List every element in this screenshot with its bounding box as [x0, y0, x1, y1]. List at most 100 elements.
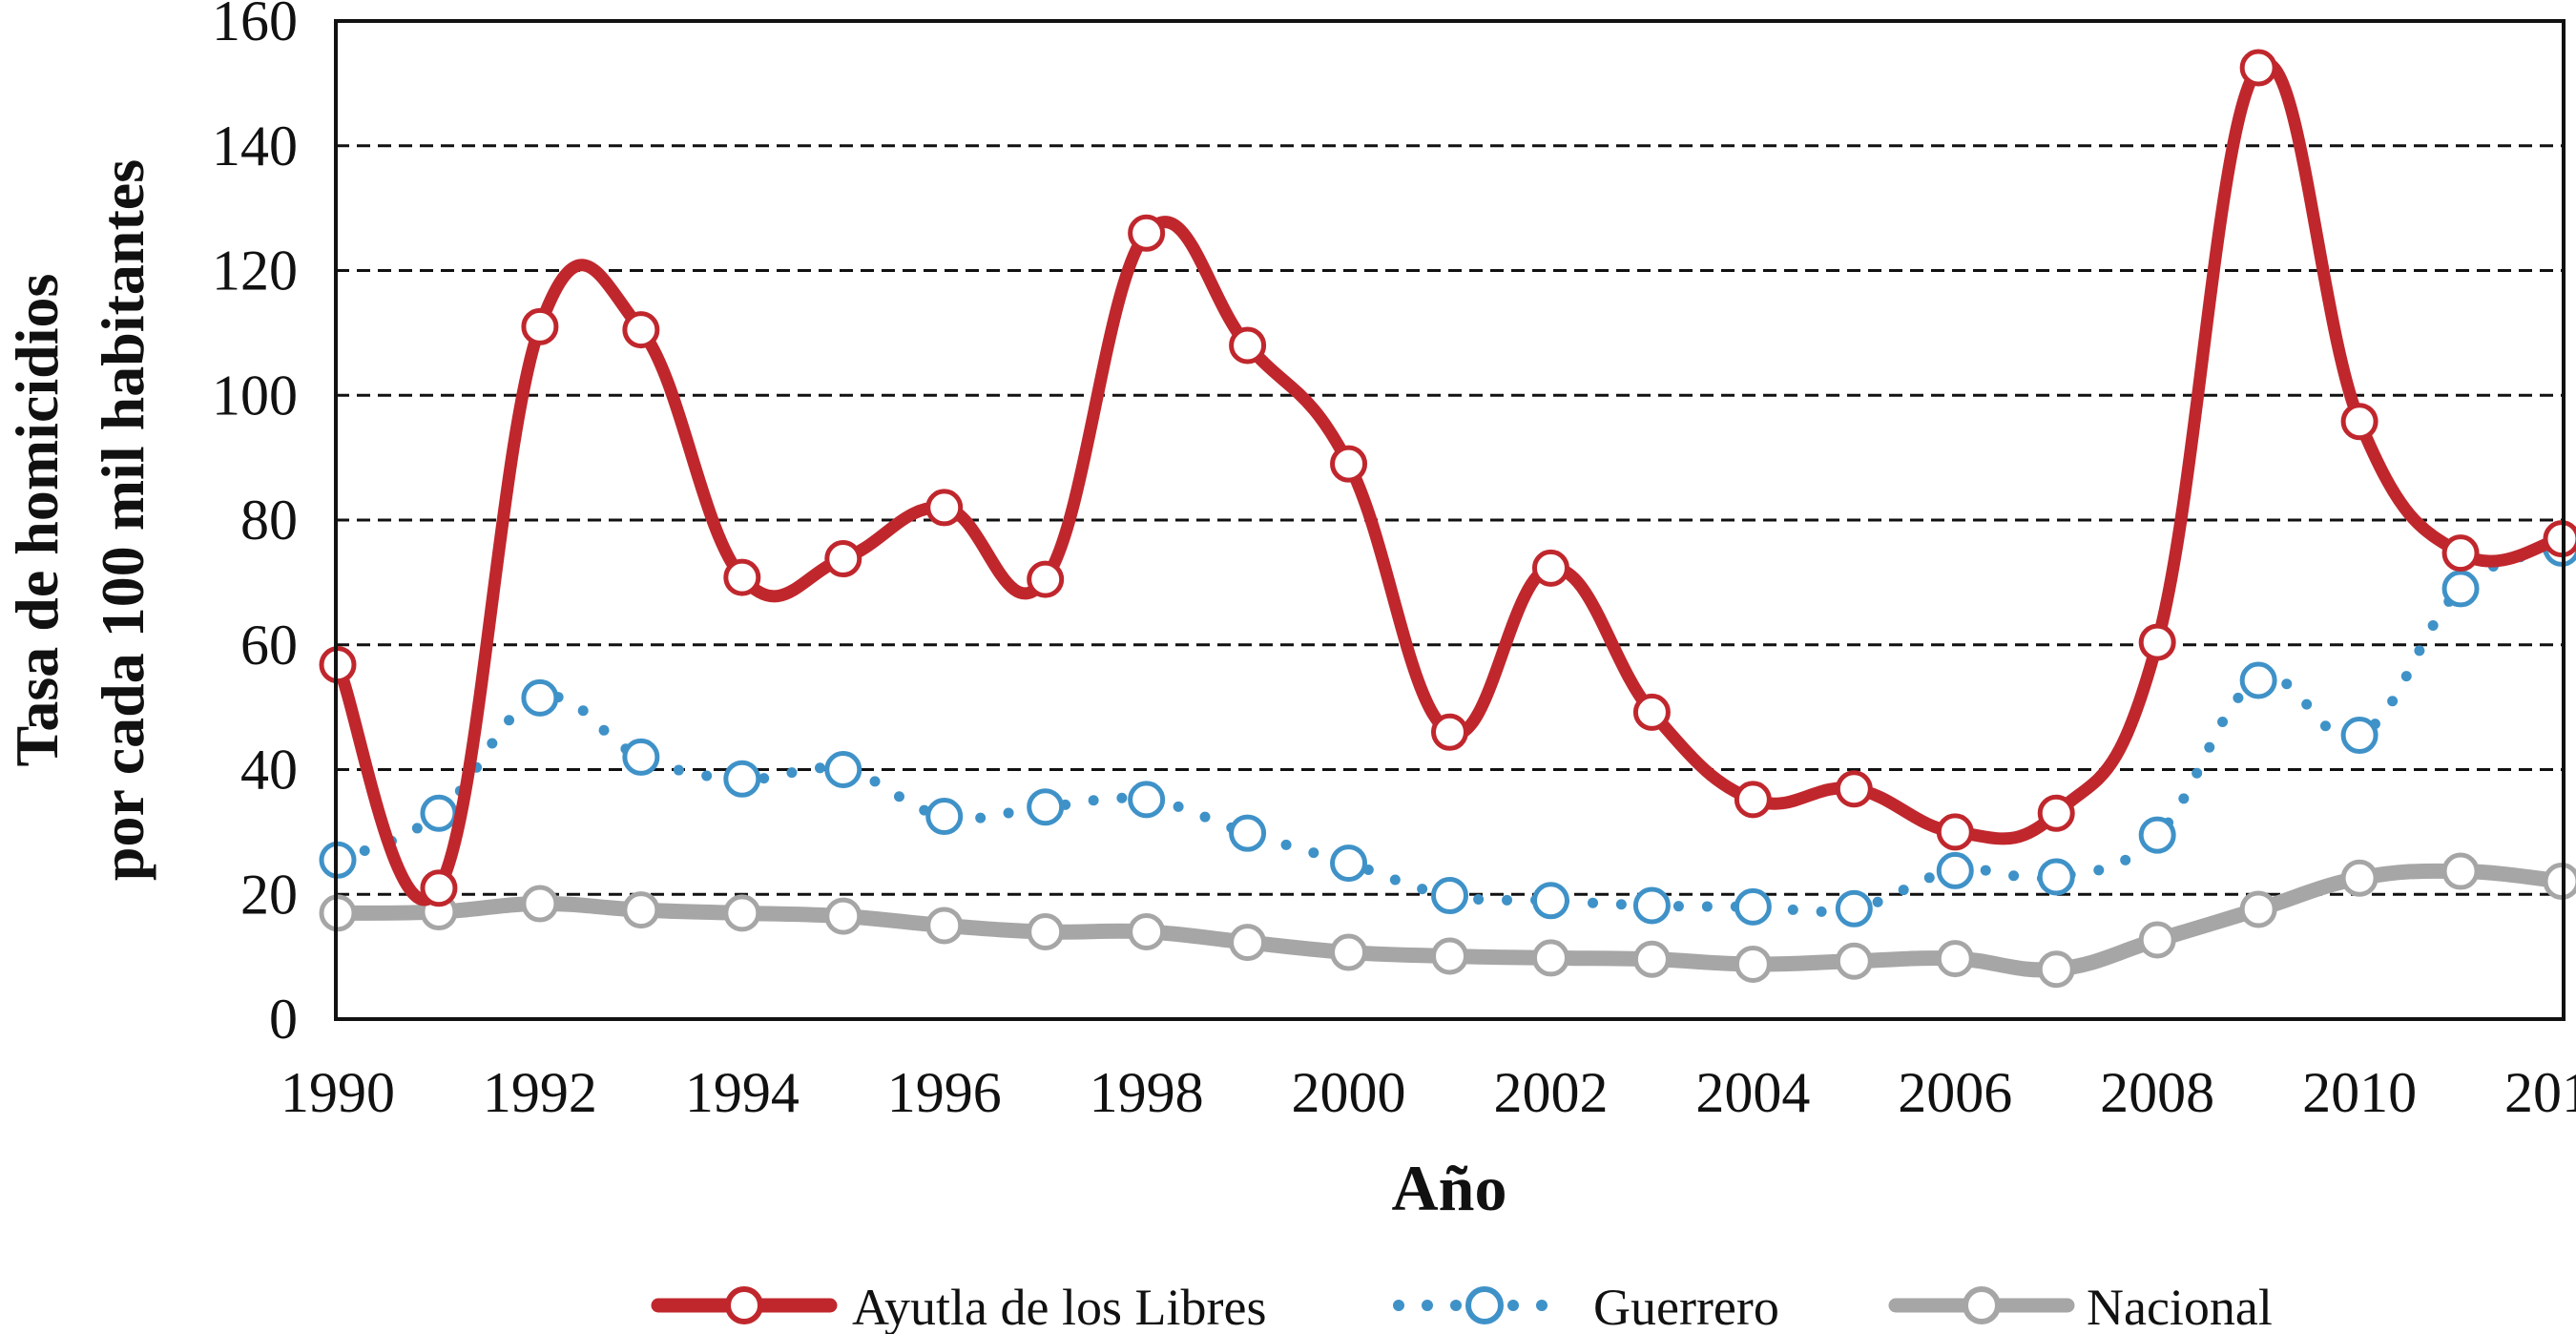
y-tick-label: 80: [240, 489, 298, 552]
data-point-ayutla-1995: [824, 540, 862, 578]
data-point-nacional-2001: [1431, 937, 1468, 975]
data-point-nacional-1999: [1229, 924, 1267, 962]
data-point-nacional-2002: [1531, 939, 1569, 977]
legend-item-guerrero: Guerrero: [1393, 1279, 1779, 1334]
y-tick-label: 40: [240, 739, 298, 802]
data-point-nacional-2003: [1632, 940, 1671, 978]
data-point-ayutla-2008: [2138, 623, 2176, 661]
data-point-ayutla-1997: [1027, 560, 1065, 598]
legend-swatch-nacional-marker: [1963, 1286, 2001, 1324]
data-point-ayutla-2007: [2037, 794, 2075, 832]
data-point-guerrero-2005: [1835, 889, 1873, 928]
data-point-nacional-1995: [824, 897, 862, 935]
data-point-ayutla-1993: [622, 311, 660, 349]
data-point-nacional-2009: [2239, 890, 2277, 928]
x-tick-label: 2006: [1898, 1061, 2012, 1124]
data-point-guerrero-2007: [2037, 858, 2075, 896]
data-point-guerrero-1997: [1027, 788, 1065, 826]
data-point-nacional-1996: [925, 907, 964, 945]
series-layer: [319, 49, 2576, 989]
data-point-ayutla-2000: [1330, 445, 1368, 483]
data-point-guerrero-1998: [1128, 781, 1166, 819]
data-point-ayutla-1996: [925, 489, 964, 527]
data-point-ayutla-2005: [1835, 770, 1873, 808]
data-point-guerrero-1995: [824, 751, 862, 788]
data-point-guerrero-2009: [2239, 661, 2277, 699]
x-axis-title: Año: [1392, 1152, 1507, 1224]
data-point-guerrero-2000: [1330, 844, 1368, 883]
legend-item-nacional: Nacional: [1888, 1279, 2273, 1334]
data-point-nacional-2012: [2543, 863, 2576, 901]
data-point-ayutla-2011: [2441, 534, 2480, 573]
legend-label-ayutla: Ayutla de los Libres: [852, 1279, 1266, 1334]
x-tick-label: 2008: [2100, 1061, 2214, 1124]
x-tick-label: 1990: [280, 1061, 395, 1124]
gridlines: [336, 144, 2564, 896]
x-tick-label: 2010: [2302, 1061, 2417, 1124]
data-point-ayutla-2010: [2340, 403, 2379, 441]
data-point-nacional-2007: [2037, 950, 2075, 989]
x-tick-label: 2004: [1695, 1061, 1810, 1124]
data-point-ayutla-2009: [2239, 49, 2277, 87]
y-axis-title-line-2: por cada 100 mil habitantes: [89, 159, 156, 881]
series-nacional: [319, 852, 2576, 989]
data-point-nacional-1992: [521, 885, 559, 923]
data-point-nacional-2008: [2138, 921, 2176, 959]
x-tick-label: 1992: [483, 1061, 597, 1124]
data-point-ayutla-1992: [521, 307, 559, 345]
legend: Ayutla de los Libres Guerrero Nacional: [651, 1279, 2273, 1334]
data-point-nacional-2006: [1936, 940, 1974, 978]
data-point-guerrero-2006: [1936, 851, 1974, 889]
data-point-guerrero-2011: [2441, 570, 2480, 608]
legend-item-ayutla: Ayutla de los Libres: [651, 1279, 1266, 1334]
y-axis-ticks: 0 20 40 60 80 100 120 140 160: [212, 0, 298, 1051]
data-point-guerrero-1993: [622, 738, 660, 776]
data-point-nacional-1998: [1128, 912, 1166, 950]
data-point-nacional-2011: [2441, 852, 2480, 890]
data-point-guerrero-1992: [521, 678, 559, 717]
series-ayutla: [319, 49, 2576, 907]
x-axis-ticks: 1990 1992 1994 1996 1998 2000 2002 2004 2006 2008…: [280, 1061, 2576, 1124]
data-point-nacional-1994: [723, 894, 761, 932]
y-axis-title-line-1: Tasa de homicidios: [3, 274, 71, 767]
data-point-guerrero-2002: [1531, 882, 1569, 920]
data-point-nacional-2000: [1330, 933, 1368, 971]
data-point-ayutla-1998: [1128, 214, 1166, 252]
legend-swatch-ayutla-marker: [725, 1286, 763, 1324]
data-point-nacional-1993: [622, 891, 660, 929]
data-point-guerrero-2008: [2138, 816, 2176, 854]
data-point-ayutla-2004: [1734, 781, 1772, 819]
data-point-guerrero-1996: [925, 798, 964, 836]
x-tick-label: 2002: [1493, 1061, 1608, 1124]
data-point-guerrero-1991: [420, 794, 458, 832]
plot-frame: [334, 19, 2566, 1021]
y-tick-label: 100: [212, 364, 298, 427]
x-tick-label: 1996: [887, 1061, 1002, 1124]
data-point-guerrero-1999: [1229, 814, 1267, 852]
data-point-guerrero-2001: [1431, 877, 1468, 915]
y-tick-label: 160: [212, 0, 298, 52]
data-point-ayutla-2002: [1531, 549, 1569, 587]
series-line-ayutla: [331, 57, 2568, 907]
data-point-ayutla-1991: [420, 869, 458, 907]
data-point-guerrero-2004: [1734, 887, 1772, 926]
data-point-guerrero-2003: [1632, 886, 1671, 925]
legend-label-guerrero: Guerrero: [1593, 1279, 1779, 1334]
data-point-nacional-1997: [1027, 912, 1065, 950]
y-tick-label: 60: [240, 614, 298, 677]
data-point-ayutla-1999: [1229, 326, 1267, 365]
y-tick-label: 0: [269, 988, 298, 1051]
x-tick-label: 2000: [1292, 1061, 1406, 1124]
data-point-ayutla-1994: [723, 558, 761, 596]
data-point-ayutla-2001: [1431, 713, 1468, 751]
data-point-ayutla-2006: [1936, 813, 1974, 851]
data-point-nacional-2004: [1734, 945, 1772, 983]
x-tick-label: 1994: [685, 1061, 800, 1124]
y-tick-label: 120: [212, 240, 298, 302]
x-tick-label: 2012: [2504, 1061, 2576, 1124]
data-point-ayutla-2003: [1632, 693, 1671, 731]
data-point-guerrero-1994: [723, 760, 761, 798]
legend-label-nacional: Nacional: [2087, 1279, 2273, 1334]
legend-swatch-guerrero-marker: [1465, 1286, 1504, 1324]
